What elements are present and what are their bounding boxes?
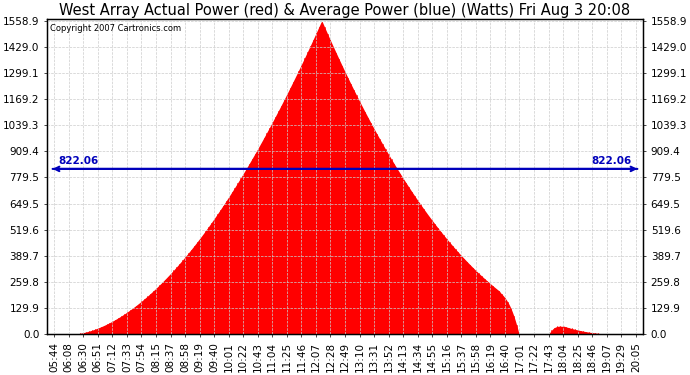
Text: Copyright 2007 Cartronics.com: Copyright 2007 Cartronics.com xyxy=(50,24,181,33)
Text: 822.06: 822.06 xyxy=(591,156,631,166)
Text: 822.06: 822.06 xyxy=(59,156,99,166)
Title: West Array Actual Power (red) & Average Power (blue) (Watts) Fri Aug 3 20:08: West Array Actual Power (red) & Average … xyxy=(59,3,631,18)
